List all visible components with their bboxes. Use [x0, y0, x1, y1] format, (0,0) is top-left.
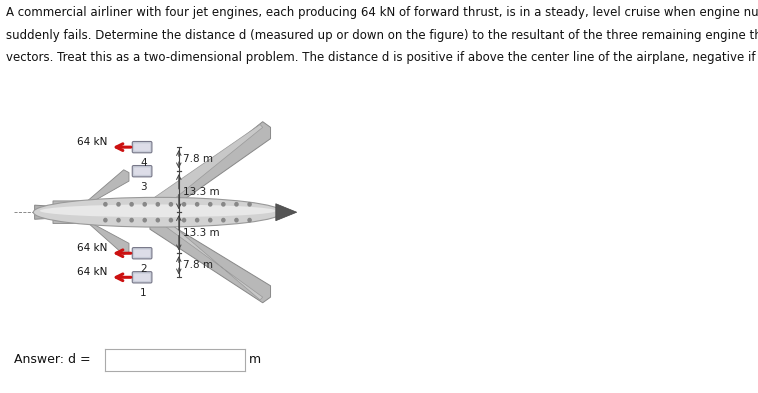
Circle shape — [196, 203, 199, 206]
FancyBboxPatch shape — [30, 147, 58, 155]
Text: m: m — [249, 353, 261, 366]
Circle shape — [222, 203, 225, 206]
Circle shape — [208, 203, 211, 206]
FancyBboxPatch shape — [22, 183, 58, 191]
FancyBboxPatch shape — [14, 237, 58, 245]
Circle shape — [130, 203, 133, 206]
Text: 7.8 m: 7.8 m — [183, 154, 213, 164]
Text: 64 kN: 64 kN — [77, 267, 108, 277]
FancyBboxPatch shape — [14, 154, 58, 162]
Circle shape — [156, 219, 159, 222]
Circle shape — [104, 203, 107, 206]
Text: vectors. Treat this as a two-dimensional problem. The distance d is positive if : vectors. Treat this as a two-dimensional… — [6, 51, 758, 64]
Circle shape — [235, 203, 238, 206]
FancyBboxPatch shape — [134, 250, 150, 257]
Circle shape — [248, 203, 251, 206]
Text: 3: 3 — [140, 182, 147, 192]
FancyBboxPatch shape — [132, 141, 152, 153]
Circle shape — [143, 219, 146, 222]
Circle shape — [117, 219, 120, 222]
Text: 1: 1 — [140, 288, 147, 298]
FancyBboxPatch shape — [30, 263, 58, 271]
FancyBboxPatch shape — [132, 272, 152, 283]
FancyBboxPatch shape — [30, 230, 58, 238]
FancyBboxPatch shape — [22, 150, 58, 158]
Circle shape — [248, 219, 251, 222]
Circle shape — [208, 219, 211, 222]
FancyBboxPatch shape — [14, 186, 58, 194]
FancyBboxPatch shape — [22, 234, 58, 242]
Text: 64 kN: 64 kN — [77, 137, 108, 147]
Text: A commercial airliner with four jet engines, each producing 64 kN of forward thr: A commercial airliner with four jet engi… — [6, 6, 758, 19]
Text: 64 kN: 64 kN — [77, 243, 108, 253]
Circle shape — [117, 203, 120, 206]
Circle shape — [130, 219, 133, 222]
Polygon shape — [53, 170, 129, 209]
Ellipse shape — [40, 204, 276, 217]
Circle shape — [104, 219, 107, 222]
Text: 7.8 m: 7.8 m — [183, 260, 213, 270]
Polygon shape — [276, 204, 297, 221]
Circle shape — [183, 219, 186, 222]
Circle shape — [156, 203, 159, 206]
Text: 4: 4 — [140, 158, 147, 167]
Polygon shape — [132, 122, 271, 224]
Circle shape — [235, 219, 238, 222]
FancyBboxPatch shape — [134, 167, 150, 175]
Polygon shape — [35, 205, 79, 219]
Text: i: i — [92, 353, 96, 366]
Text: suddenly fails. Determine the distance d (measured up or down on the figure) to : suddenly fails. Determine the distance d… — [6, 29, 758, 42]
FancyBboxPatch shape — [30, 179, 58, 187]
Text: 2: 2 — [140, 264, 147, 274]
Text: 13.3 m: 13.3 m — [183, 187, 219, 197]
FancyBboxPatch shape — [134, 274, 150, 281]
Polygon shape — [132, 212, 271, 303]
Circle shape — [169, 203, 173, 206]
Circle shape — [222, 219, 225, 222]
Polygon shape — [134, 125, 263, 221]
Ellipse shape — [33, 197, 282, 227]
Circle shape — [169, 219, 173, 222]
FancyBboxPatch shape — [132, 248, 152, 259]
FancyBboxPatch shape — [14, 270, 58, 277]
FancyBboxPatch shape — [132, 165, 152, 177]
Polygon shape — [53, 215, 129, 255]
Circle shape — [196, 219, 199, 222]
Text: 13.3 m: 13.3 m — [183, 228, 219, 238]
Text: Answer: d =: Answer: d = — [14, 353, 90, 366]
Polygon shape — [134, 204, 263, 300]
FancyBboxPatch shape — [134, 143, 150, 151]
FancyBboxPatch shape — [22, 266, 58, 274]
Circle shape — [183, 203, 186, 206]
Circle shape — [143, 203, 146, 206]
